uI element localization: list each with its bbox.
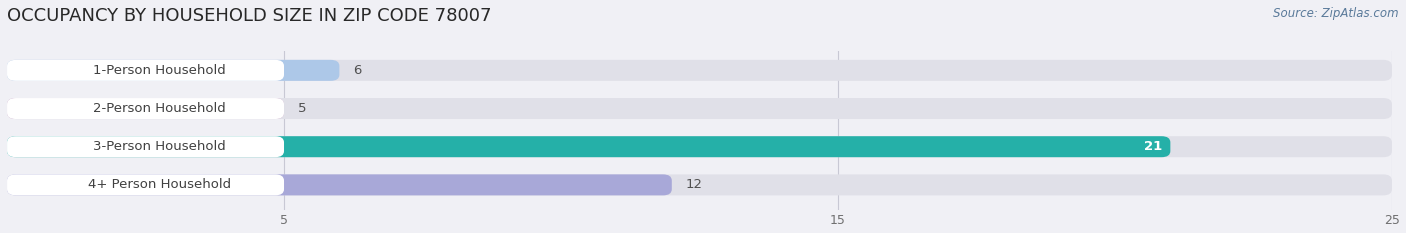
FancyBboxPatch shape xyxy=(7,98,284,119)
Text: 6: 6 xyxy=(353,64,361,77)
FancyBboxPatch shape xyxy=(7,174,672,195)
FancyBboxPatch shape xyxy=(7,60,284,81)
Text: 3-Person Household: 3-Person Household xyxy=(93,140,226,153)
Text: 21: 21 xyxy=(1144,140,1161,153)
Text: 4+ Person Household: 4+ Person Household xyxy=(87,178,231,191)
FancyBboxPatch shape xyxy=(7,60,1392,81)
Text: Source: ZipAtlas.com: Source: ZipAtlas.com xyxy=(1274,7,1399,20)
FancyBboxPatch shape xyxy=(7,98,1392,119)
FancyBboxPatch shape xyxy=(7,136,1392,157)
Text: 2-Person Household: 2-Person Household xyxy=(93,102,226,115)
FancyBboxPatch shape xyxy=(7,174,284,195)
FancyBboxPatch shape xyxy=(7,136,284,157)
FancyBboxPatch shape xyxy=(7,174,1392,195)
FancyBboxPatch shape xyxy=(7,98,284,119)
Text: 5: 5 xyxy=(298,102,307,115)
Text: 1-Person Household: 1-Person Household xyxy=(93,64,226,77)
Text: OCCUPANCY BY HOUSEHOLD SIZE IN ZIP CODE 78007: OCCUPANCY BY HOUSEHOLD SIZE IN ZIP CODE … xyxy=(7,7,492,25)
FancyBboxPatch shape xyxy=(7,60,339,81)
Text: 12: 12 xyxy=(686,178,703,191)
FancyBboxPatch shape xyxy=(7,136,1170,157)
